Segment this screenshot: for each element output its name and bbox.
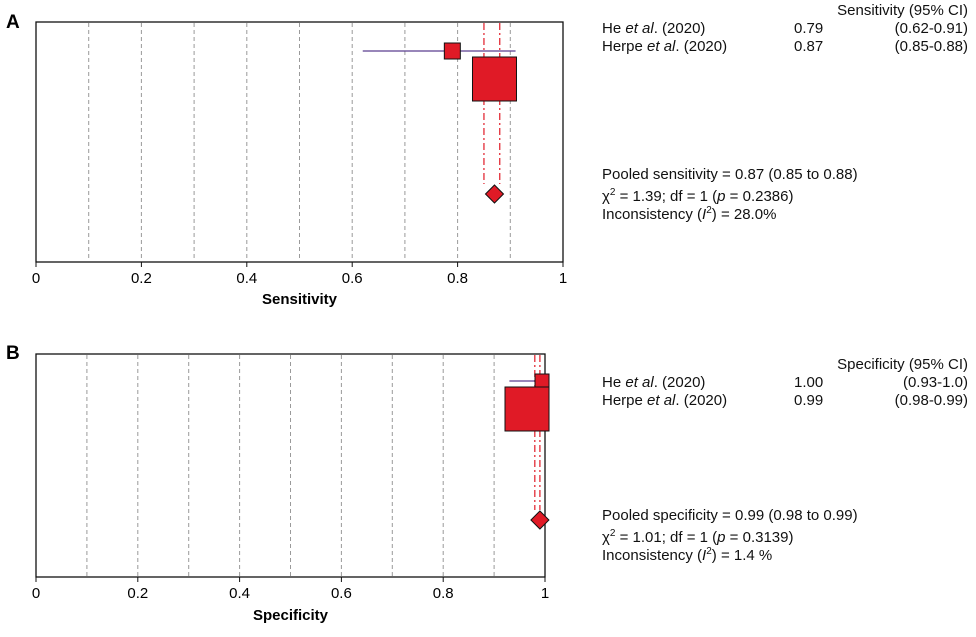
x-axis-title: Specificity bbox=[253, 607, 329, 624]
chi-text-b: = 0.3139) bbox=[725, 529, 794, 546]
study-etal: et al bbox=[647, 392, 676, 409]
x-tick-label: 0.8 bbox=[433, 585, 454, 602]
i-symbol: I bbox=[702, 206, 707, 223]
x-tick-label: 0.2 bbox=[131, 270, 152, 287]
x-tick-label: 1 bbox=[541, 585, 549, 602]
pooled-stat-a: Pooled sensitivity = 0.87 (0.85 to 0.88) bbox=[602, 166, 858, 183]
i-sup: 2 bbox=[706, 205, 712, 216]
study-estimate-b-1: 1.00 bbox=[794, 374, 824, 391]
study-estimate-b-2: 0.99 bbox=[794, 392, 824, 409]
study-square-marker bbox=[534, 373, 550, 389]
study-author: He bbox=[602, 374, 622, 391]
inconsistency-stat-b: Inconsistency (I2) = 1.4 % bbox=[602, 543, 772, 565]
study-author: Herpe bbox=[602, 38, 648, 55]
study-ci-b-1: (0.93-1.0) bbox=[902, 374, 968, 391]
study-ci-b-2: (0.98-0.99) bbox=[894, 392, 968, 409]
x-tick-label: 0.6 bbox=[342, 270, 363, 287]
x-tick-label: 0 bbox=[32, 270, 40, 287]
study-year: . (2020) bbox=[675, 38, 728, 55]
chi-symbol: χ2 bbox=[602, 528, 616, 546]
study-estimate-a-2: 0.87 bbox=[794, 38, 824, 55]
panel-letter: A bbox=[6, 12, 20, 33]
study-square-marker bbox=[443, 42, 461, 60]
plot-frame bbox=[35, 21, 564, 263]
x-tick-label: 0.4 bbox=[229, 585, 250, 602]
pooled-diamond-marker bbox=[530, 510, 550, 530]
study-author: Herpe bbox=[602, 392, 648, 409]
study-etal: et al bbox=[625, 374, 654, 391]
incons-text-b: ) = 1.4 % bbox=[711, 547, 773, 564]
x-tick-label: 0.6 bbox=[331, 585, 352, 602]
pooled-stat-b: Pooled specificity = 0.99 (0.98 to 0.99) bbox=[602, 507, 858, 524]
study-year: . (2020) bbox=[653, 20, 706, 37]
i-symbol: I bbox=[702, 547, 707, 564]
plot-frame bbox=[35, 353, 546, 578]
table-header-b: Specificity (95% CI) bbox=[837, 356, 968, 373]
chi-symbol: χ2 bbox=[602, 187, 616, 205]
table-header-a: Sensitivity (95% CI) bbox=[837, 2, 968, 19]
study-name-b-2: Herpe et al. (2020) bbox=[602, 392, 727, 410]
pooled-diamond-marker bbox=[484, 184, 505, 204]
x-tick-label: 0.2 bbox=[127, 585, 148, 602]
study-author: He bbox=[602, 20, 622, 37]
x-tick-label: 1 bbox=[559, 270, 567, 287]
panel-letter: B bbox=[6, 343, 20, 364]
chi-square-stat-a: χ2 = 1.39; df = 1 (p = 0.2386) bbox=[602, 184, 793, 206]
i-sup: 2 bbox=[706, 546, 712, 557]
inconsistency-stat-a: Inconsistency (I2) = 28.0% bbox=[602, 202, 776, 224]
chi-text-a: = 1.39; df = 1 ( bbox=[615, 188, 718, 205]
forest-panel-b: B 0 0.2 0.4 0.6 0.8 1 Specificity bbox=[6, 343, 550, 624]
study-ci-a-1: (0.62-0.91) bbox=[894, 20, 968, 37]
study-name-a-2: Herpe et al. (2020) bbox=[602, 38, 727, 56]
forest-panel-a: A 0 0.2 0.4 0.6 0.8 1 Sensitivity bbox=[6, 12, 567, 308]
x-tick-label: 0.4 bbox=[236, 270, 257, 287]
study-etal: et al bbox=[647, 38, 676, 55]
p-symbol: p bbox=[717, 529, 726, 546]
p-symbol: p bbox=[717, 188, 726, 205]
incons-text-a: Inconsistency ( bbox=[602, 547, 703, 564]
chi-text-b: = 0.2386) bbox=[725, 188, 794, 205]
incons-text-b: ) = 28.0% bbox=[711, 206, 777, 223]
x-tick-label: 0 bbox=[32, 585, 40, 602]
x-axis-title: Sensitivity bbox=[262, 291, 338, 308]
x-tick-label: 0.8 bbox=[447, 270, 468, 287]
chi-square-stat-b: χ2 = 1.01; df = 1 (p = 0.3139) bbox=[602, 525, 793, 547]
study-etal: et al bbox=[625, 20, 654, 37]
study-ci-a-2: (0.85-0.88) bbox=[894, 38, 968, 55]
study-estimate-a-1: 0.79 bbox=[794, 20, 824, 37]
study-square-marker bbox=[504, 386, 550, 432]
study-square-marker bbox=[471, 56, 517, 102]
study-name-a-1: He et al. (2020) bbox=[602, 20, 705, 38]
study-year: . (2020) bbox=[653, 374, 706, 391]
chi-text-a: = 1.01; df = 1 ( bbox=[615, 529, 718, 546]
study-year: . (2020) bbox=[675, 392, 728, 409]
study-name-b-1: He et al. (2020) bbox=[602, 374, 705, 392]
incons-text-a: Inconsistency ( bbox=[602, 206, 703, 223]
